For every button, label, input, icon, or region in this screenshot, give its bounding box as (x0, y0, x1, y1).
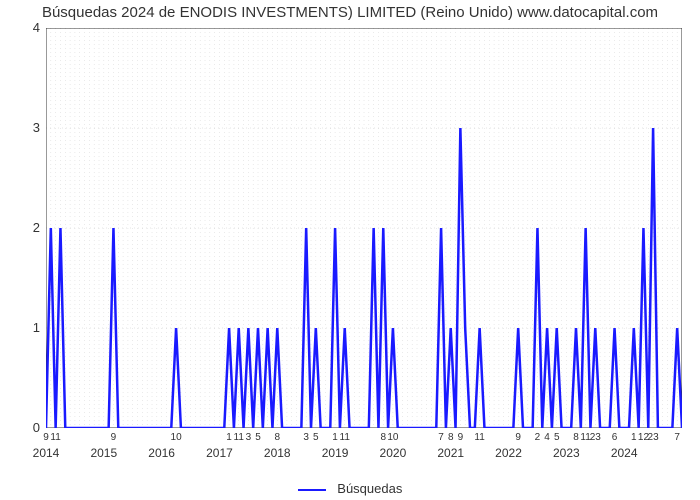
x-tick-minor: 1 (631, 432, 637, 443)
x-tick-minor: 8 (380, 432, 386, 443)
x-tick-minor: 8 (573, 432, 579, 443)
x-tick-minor: 11 (50, 432, 60, 443)
x-tick-minor: 9 (458, 432, 464, 443)
x-tick-minor: 6 (612, 432, 618, 443)
x-tick-minor: 11 (474, 432, 484, 443)
x-tick-year: 2023 (553, 446, 580, 460)
plot-area (46, 28, 682, 428)
x-tick-minor: 10 (171, 432, 182, 443)
x-tick-minor: 5 (554, 432, 560, 443)
chart-container: Búsquedas 2024 de ENODIS INVESTMENTS) LI… (0, 0, 700, 500)
x-tick-year: 2014 (33, 446, 60, 460)
x-tick-minor: 8 (448, 432, 454, 443)
x-tick-year: 2015 (90, 446, 117, 460)
x-tick-year: 2024 (611, 446, 638, 460)
y-tick-label: 3 (10, 120, 40, 135)
chart-svg (46, 28, 682, 428)
legend: Búsquedas (0, 481, 700, 496)
x-tick-minor: 7 (438, 432, 444, 443)
x-tick-minor: 11 (340, 432, 350, 443)
y-tick-label: 4 (10, 20, 40, 35)
y-tick-label: 2 (10, 220, 40, 235)
x-tick-year: 2019 (322, 446, 349, 460)
x-tick-minor: 3 (246, 432, 252, 443)
chart-title: Búsquedas 2024 de ENODIS INVESTMENTS) LI… (0, 4, 700, 21)
y-tick-label: 0 (10, 420, 40, 435)
x-tick-minor: 5 (255, 432, 261, 443)
x-tick-minor: 1 (332, 432, 338, 443)
y-tick-label: 1 (10, 320, 40, 335)
x-tick-year: 2018 (264, 446, 291, 460)
x-tick-minor: 2 (535, 432, 541, 443)
x-tick-year: 2022 (495, 446, 522, 460)
x-tick-year: 2016 (148, 446, 175, 460)
x-tick-minor: 4 (544, 432, 550, 443)
x-tick-minor: 5 (313, 432, 319, 443)
legend-label: Búsquedas (337, 481, 402, 496)
x-tick-year: 2021 (437, 446, 464, 460)
x-tick-minor: 9 (515, 432, 521, 443)
x-tick-minor: 10 (387, 432, 398, 443)
x-tick-minor: 3 (303, 432, 309, 443)
x-tick-year: 2017 (206, 446, 233, 460)
x-tick-minor: 23 (590, 432, 601, 443)
x-tick-minor: 7 (674, 432, 680, 443)
x-tick-minor: 11 (234, 432, 244, 443)
x-tick-year: 2020 (380, 446, 407, 460)
x-tick-minor: 9 (43, 432, 49, 443)
x-tick-minor: 9 (111, 432, 117, 443)
legend-swatch (298, 489, 326, 491)
x-tick-minor: 8 (274, 432, 280, 443)
x-tick-minor: 1 (226, 432, 232, 443)
x-tick-minor: 23 (648, 432, 659, 443)
